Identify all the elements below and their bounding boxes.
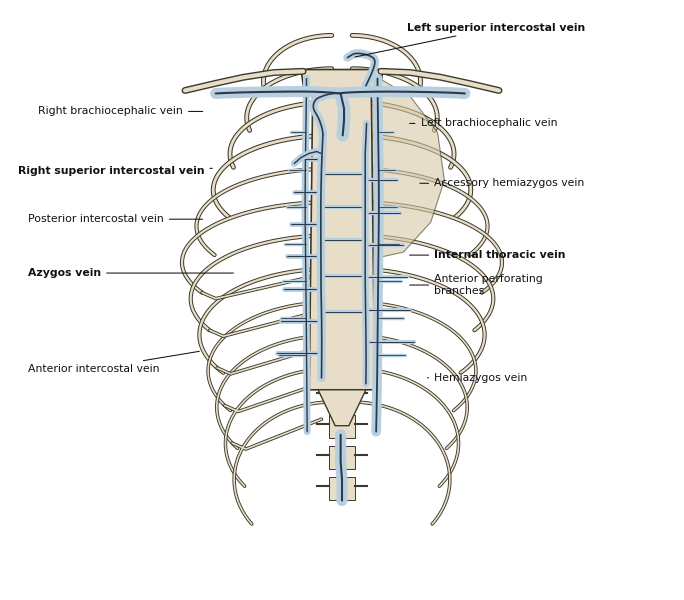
Text: Left superior intercostal vein: Left superior intercostal vein [355,23,585,57]
Polygon shape [329,290,355,313]
Text: Posterior intercostal vein: Posterior intercostal vein [28,214,202,224]
Polygon shape [329,197,355,220]
Polygon shape [309,94,375,390]
Polygon shape [329,322,355,344]
Polygon shape [318,390,366,426]
Text: Internal thoracic vein: Internal thoracic vein [410,250,566,260]
Polygon shape [329,446,355,469]
Polygon shape [329,104,355,127]
Polygon shape [301,70,383,94]
Text: Hemiazygos vein: Hemiazygos vein [428,373,527,383]
Text: Accessory hemiazygos vein: Accessory hemiazygos vein [420,178,584,188]
Polygon shape [329,73,355,95]
Polygon shape [329,477,355,500]
Polygon shape [329,166,355,188]
Text: Anterior intercostal vein: Anterior intercostal vein [28,352,199,374]
Text: Right superior intercostal vein: Right superior intercostal vein [18,166,212,176]
Polygon shape [329,384,355,407]
Polygon shape [329,228,355,251]
Text: Right brachiocephalic vein: Right brachiocephalic vein [38,106,202,116]
Polygon shape [329,135,355,158]
Polygon shape [329,259,355,282]
Text: Azygos vein: Azygos vein [28,268,233,278]
Polygon shape [329,353,355,376]
Text: Left brachiocephalic vein: Left brachiocephalic vein [410,118,557,128]
Polygon shape [329,415,355,437]
Polygon shape [356,73,445,258]
Text: Anterior perforating
branches: Anterior perforating branches [410,274,543,296]
